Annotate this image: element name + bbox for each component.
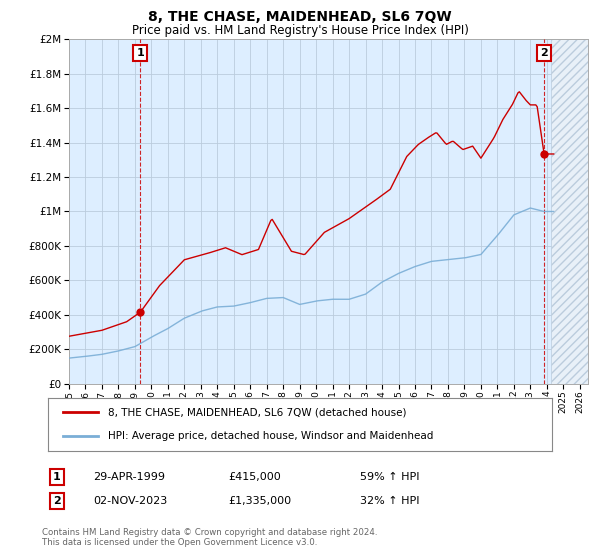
Text: HPI: Average price, detached house, Windsor and Maidenhead: HPI: Average price, detached house, Wind… — [109, 431, 434, 441]
Text: 8, THE CHASE, MAIDENHEAD, SL6 7QW: 8, THE CHASE, MAIDENHEAD, SL6 7QW — [148, 10, 452, 24]
Text: Price paid vs. HM Land Registry's House Price Index (HPI): Price paid vs. HM Land Registry's House … — [131, 24, 469, 36]
Text: 02-NOV-2023: 02-NOV-2023 — [93, 496, 167, 506]
Text: 8, THE CHASE, MAIDENHEAD, SL6 7QW (detached house): 8, THE CHASE, MAIDENHEAD, SL6 7QW (detac… — [109, 408, 407, 418]
Text: 2: 2 — [53, 496, 61, 506]
Text: 29-APR-1999: 29-APR-1999 — [93, 472, 165, 482]
Text: 59% ↑ HPI: 59% ↑ HPI — [360, 472, 419, 482]
Text: £415,000: £415,000 — [228, 472, 281, 482]
Text: 2: 2 — [540, 48, 548, 58]
Bar — [551, 39, 588, 384]
Text: 1: 1 — [136, 48, 144, 58]
Text: 32% ↑ HPI: 32% ↑ HPI — [360, 496, 419, 506]
Text: £1,335,000: £1,335,000 — [228, 496, 291, 506]
Text: Contains HM Land Registry data © Crown copyright and database right 2024.
This d: Contains HM Land Registry data © Crown c… — [42, 528, 377, 547]
Text: 1: 1 — [53, 472, 61, 482]
